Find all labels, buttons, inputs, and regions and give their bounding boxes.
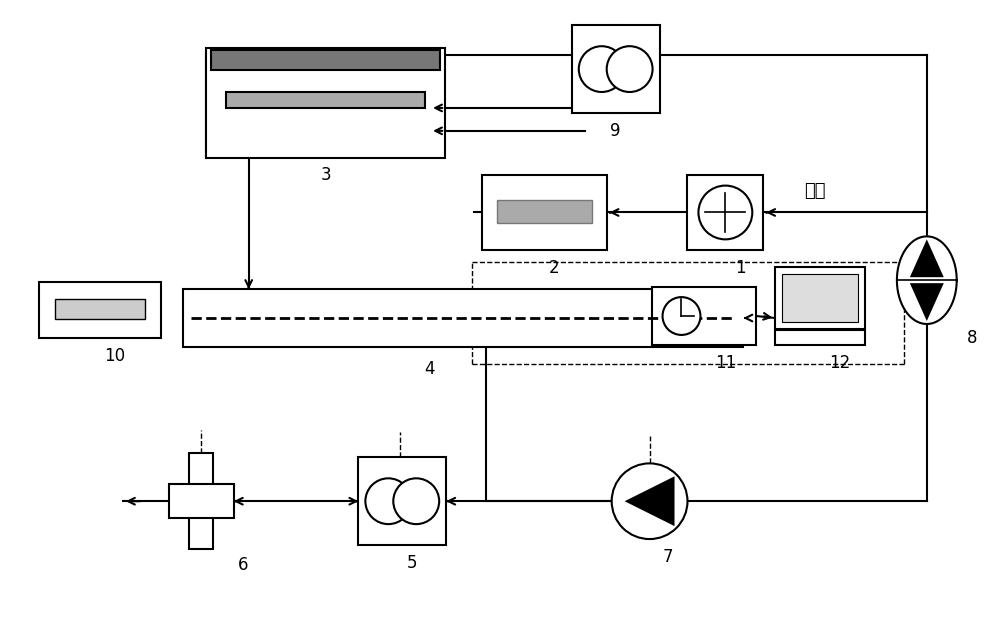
Bar [482,175,607,250]
Bar [39,282,161,338]
Bar [189,453,213,549]
Polygon shape [910,283,944,321]
Bar [687,175,763,250]
Text: 尾气: 尾气 [804,182,826,200]
Bar [652,287,756,345]
Circle shape [663,297,700,335]
Text: 3: 3 [321,166,331,184]
Bar [775,267,865,329]
Text: 11: 11 [715,354,736,372]
Bar [55,299,145,319]
Polygon shape [910,239,944,277]
Bar [169,484,234,518]
Bar [206,48,445,158]
Circle shape [365,478,411,524]
Text: 9: 9 [610,122,621,140]
Bar [782,274,858,322]
Bar [572,25,660,113]
Circle shape [612,464,687,539]
Circle shape [698,186,752,239]
Text: 10: 10 [105,347,126,365]
Polygon shape [625,476,675,526]
Text: 4: 4 [424,360,435,377]
Text: 7: 7 [662,548,673,566]
Text: 6: 6 [237,556,248,574]
Text: 5: 5 [407,554,417,572]
Circle shape [607,46,653,92]
Bar [497,200,592,223]
Bar [183,289,743,347]
Polygon shape [897,236,957,324]
Text: 1: 1 [735,259,746,277]
Circle shape [393,478,439,524]
Bar [211,50,440,70]
Text: 12: 12 [829,354,851,372]
Circle shape [579,46,625,92]
Text: 2: 2 [549,259,560,277]
Text: 8: 8 [967,329,977,347]
Bar [775,330,865,345]
Bar [226,92,425,108]
Bar [358,457,446,545]
